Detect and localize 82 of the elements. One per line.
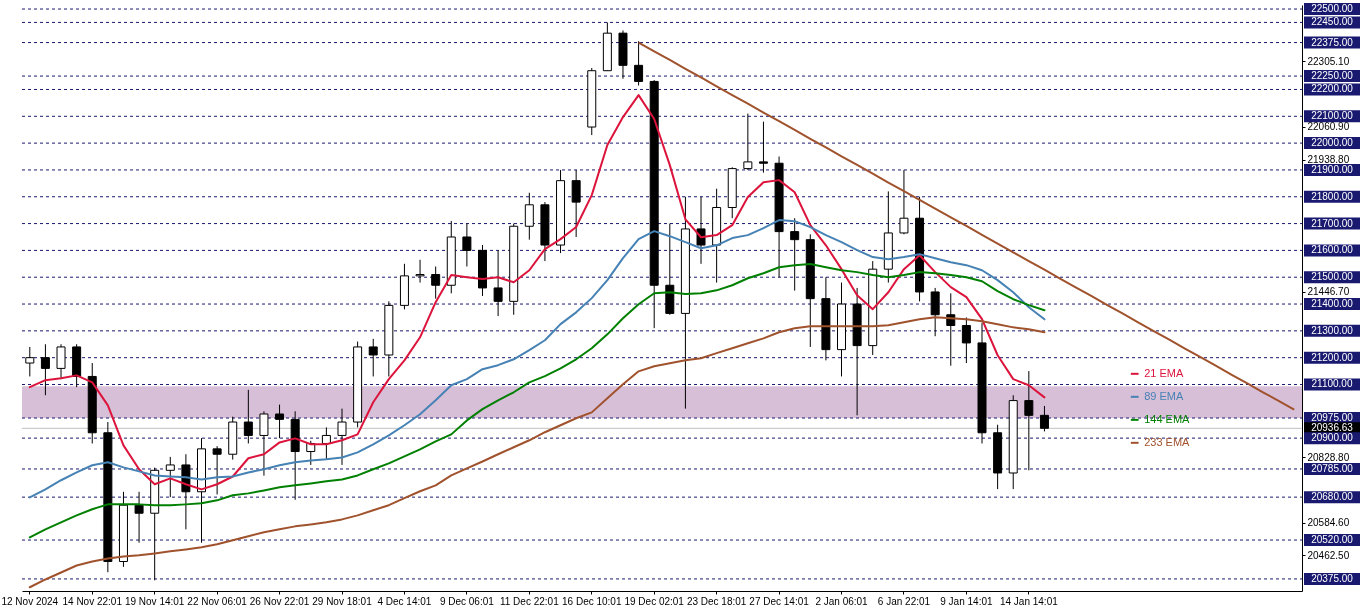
ref-line-label: 21500.00 — [1311, 271, 1354, 283]
x-tick-label: 14 Nov 22:01 — [62, 595, 123, 607]
line-series — [28, 316, 1046, 589]
candlestick — [368, 338, 378, 377]
ref-line-label: 22450.00 — [1311, 16, 1354, 28]
y-tick-label: 20828.80 — [1307, 451, 1350, 463]
ref-line-label: 21400.00 — [1311, 298, 1354, 310]
candlestick — [899, 169, 909, 235]
legend-label: 89 EMA — [1144, 389, 1184, 402]
candlestick — [25, 346, 35, 377]
x-tick-label: 9 Dec 06:01 — [439, 595, 495, 607]
ref-line-label: 20936.63 — [1311, 422, 1354, 434]
ref-line-label: 22000.00 — [1311, 137, 1354, 149]
candlestick — [415, 259, 425, 284]
ref-line-label: 22375.00 — [1311, 36, 1354, 48]
line-series — [28, 219, 1046, 499]
ref-line-label: 21100.00 — [1311, 378, 1353, 390]
x-tick-label: 14 Jan 14:01 — [999, 595, 1059, 607]
y-tick-label: 22060.90 — [1307, 121, 1350, 133]
x-tick-label: 6 Jan 22:01 — [877, 595, 931, 607]
ref-line-label: 22500.00 — [1311, 3, 1354, 15]
x-tick-label: 23 Dec 18:01 — [686, 595, 747, 607]
ref-line-label: 21700.00 — [1311, 217, 1354, 229]
y-tick-label: 20462.50 — [1307, 549, 1350, 561]
candlestick — [571, 169, 581, 238]
candlestick — [1039, 405, 1049, 432]
y-tick-label: 20584.60 — [1307, 517, 1350, 529]
line-series — [28, 94, 1046, 491]
ref-line-label: 20520.00 — [1311, 534, 1354, 546]
candlestick — [259, 410, 269, 477]
ref-line-label: 22200.00 — [1311, 83, 1354, 95]
x-tick-label: 9 Jan 14:01 — [940, 595, 993, 607]
ref-line-label: 21600.00 — [1311, 244, 1354, 256]
candlestick — [524, 192, 534, 241]
y-tick-label: 21938.80 — [1307, 154, 1350, 166]
candlestick — [493, 249, 503, 317]
legend-label: 144 EMA — [1144, 412, 1191, 425]
candlestick — [243, 389, 253, 444]
candlestick — [634, 40, 644, 86]
candlestick — [743, 113, 753, 171]
candlestick — [212, 445, 222, 495]
ref-line-label: 21800.00 — [1311, 190, 1354, 202]
x-tick-label: 11 Dec 22:01 — [499, 595, 560, 607]
candlestick — [337, 408, 347, 466]
x-tick-label: 29 Nov 18:01 — [312, 595, 373, 607]
y-tick-label: 22305.10 — [1307, 55, 1350, 67]
ref-line-label: 20680.00 — [1311, 491, 1354, 503]
x-tick-label: 2 Jan 06:01 — [815, 595, 869, 607]
x-tick-label: 26 Nov 22:01 — [249, 595, 310, 607]
x-tick-label: 4 Dec 14:01 — [377, 595, 432, 607]
candlestick — [40, 343, 50, 396]
x-tick-label: 22 Nov 06:01 — [187, 595, 248, 607]
line-series — [28, 263, 1046, 539]
candlestick — [1024, 370, 1034, 471]
ref-line-label: 20975.00 — [1311, 412, 1354, 424]
ref-line-label: 20375.00 — [1311, 572, 1354, 584]
x-tick-label: 12 Nov 2024 — [1, 595, 59, 607]
x-tick-label: 27 Dec 14:01 — [749, 595, 810, 607]
x-tick-label: 19 Nov 14:01 — [124, 595, 185, 607]
candlestick — [134, 491, 144, 544]
ref-line-label: 22250.00 — [1311, 70, 1354, 82]
candlestick — [431, 265, 441, 300]
candlestick — [275, 404, 285, 439]
candlestick — [790, 217, 800, 292]
ref-line-label: 22100.00 — [1311, 110, 1354, 122]
candlestick — [961, 316, 971, 364]
ref-line-label: 20900.00 — [1311, 432, 1354, 444]
candlestick — [758, 121, 768, 174]
x-tick-label: 16 Dec 10:01 — [562, 595, 622, 607]
legend-label: 21 EMA — [1144, 366, 1184, 379]
ref-line-label: 21200.00 — [1311, 351, 1354, 363]
ref-line-label: 21300.00 — [1311, 324, 1354, 336]
line-series — [637, 41, 1296, 411]
candlestick — [930, 287, 940, 337]
candlestick — [56, 343, 66, 380]
x-tick-label: 19 Dec 02:01 — [624, 595, 685, 607]
legend-label: 233 EMA — [1144, 435, 1191, 448]
ref-line-label: 21900.00 — [1311, 163, 1354, 175]
y-tick-label: 21446.70 — [1307, 286, 1350, 298]
candlestick — [165, 456, 175, 498]
ref-line-label: 20785.00 — [1311, 462, 1354, 474]
candlestick — [462, 223, 472, 267]
